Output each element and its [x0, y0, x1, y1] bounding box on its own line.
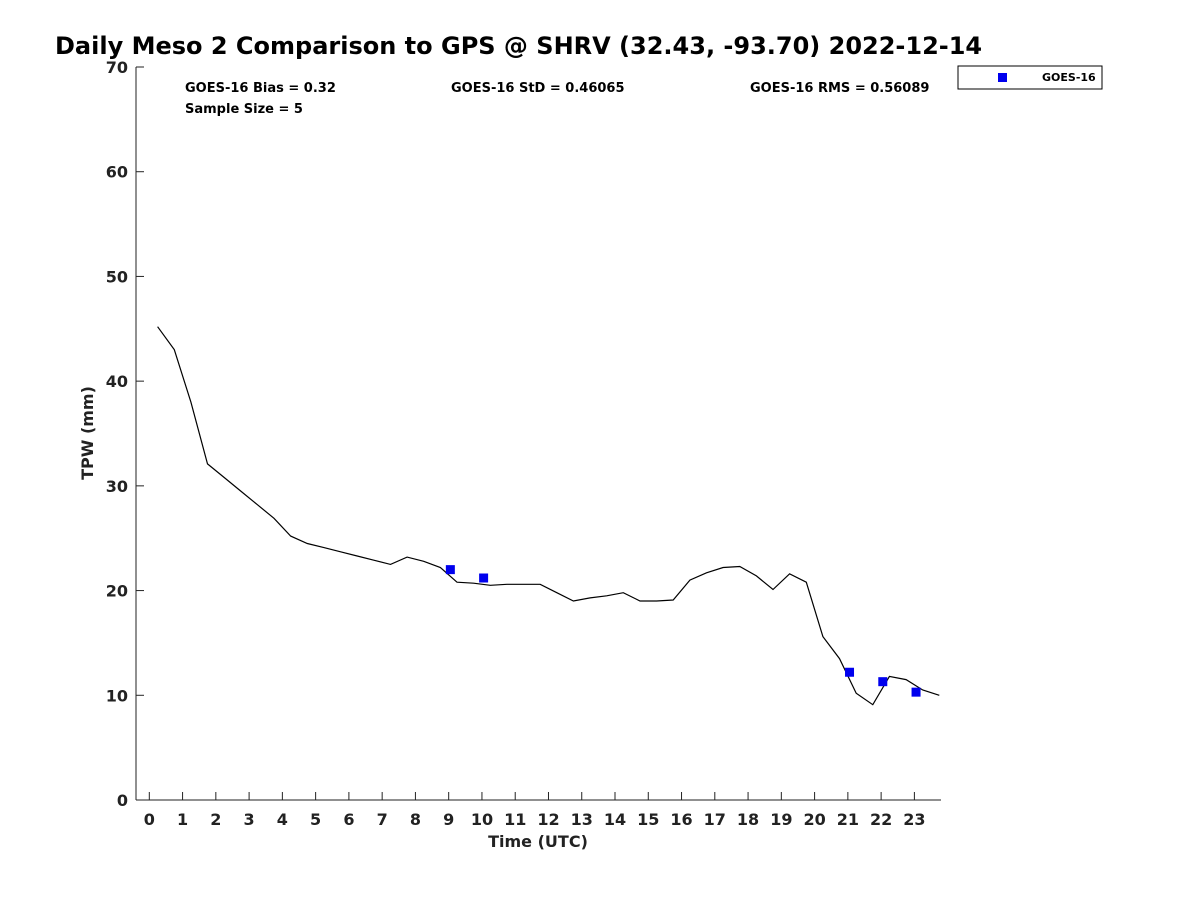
- x-ticks: 0 1 2 3 4 5 6 7 8 9 10 11 12 13 14 15 16 17 18 19 20 21 22 23: [144, 792, 926, 829]
- legend-marker: [998, 73, 1007, 82]
- x-tick-label: 3: [244, 810, 255, 829]
- y-tick-label: 0: [117, 791, 128, 810]
- x-axis-label: Time (UTC): [488, 832, 588, 851]
- goes16-point: [479, 573, 489, 583]
- x-tick-label: 12: [537, 810, 559, 829]
- legend-box: [957, 65, 1103, 90]
- x-tick-label: 15: [637, 810, 659, 829]
- y-tick-label: 20: [106, 582, 128, 601]
- gps-series-line: [157, 326, 940, 706]
- x-tick-label: 4: [277, 810, 288, 829]
- goes16-point: [878, 677, 888, 687]
- bias-stat: GOES-16 Bias = 0.32: [185, 81, 336, 96]
- x-tick-label: 22: [870, 810, 892, 829]
- x-tick-label: 23: [903, 810, 925, 829]
- y-tick-label: 50: [106, 267, 128, 286]
- x-tick-label: 17: [704, 810, 726, 829]
- x-tick-label: 16: [670, 810, 692, 829]
- series-layer: [157, 326, 940, 706]
- x-tick-label: 13: [571, 810, 593, 829]
- sample-size-stat: Sample Size = 5: [185, 102, 303, 117]
- y-tick-label: 40: [106, 372, 128, 391]
- goes16-point: [445, 565, 455, 575]
- x-tick-label: 5: [310, 810, 321, 829]
- x-tick-label: 9: [443, 810, 454, 829]
- chart-title: Daily Meso 2 Comparison to GPS @ SHRV (3…: [55, 32, 982, 60]
- x-tick-label: 19: [770, 810, 792, 829]
- std-stat: GOES-16 StD = 0.46065: [451, 81, 625, 96]
- x-tick-label: 14: [604, 810, 626, 829]
- x-tick-label: 0: [144, 810, 155, 829]
- legend-label: GOES-16: [1042, 71, 1096, 84]
- x-tick-label: 18: [737, 810, 759, 829]
- x-tick-label: 7: [377, 810, 388, 829]
- y-tick-label: 60: [106, 163, 128, 182]
- rms-stat: GOES-16 RMS = 0.56089: [750, 81, 929, 96]
- legend: GOES-16: [957, 65, 1103, 90]
- x-tick-label: 6: [343, 810, 354, 829]
- x-tick-label: 8: [410, 810, 421, 829]
- axes: [135, 67, 941, 801]
- y-tick-label: 70: [106, 58, 128, 77]
- y-tick-label: 10: [106, 686, 128, 705]
- x-tick-label: 1: [177, 810, 188, 829]
- y-axis-label: TPW (mm): [78, 386, 97, 480]
- goes16-point: [911, 687, 921, 697]
- x-tick-label: 11: [504, 810, 526, 829]
- x-tick-label: 10: [471, 810, 493, 829]
- goes16-point: [845, 667, 855, 677]
- x-tick-label: 2: [210, 810, 221, 829]
- x-tick-label: 21: [837, 810, 859, 829]
- y-ticks: 0 10 20 30 40 50 60 70: [106, 58, 144, 810]
- y-tick-label: 30: [106, 477, 128, 496]
- x-tick-label: 20: [803, 810, 825, 829]
